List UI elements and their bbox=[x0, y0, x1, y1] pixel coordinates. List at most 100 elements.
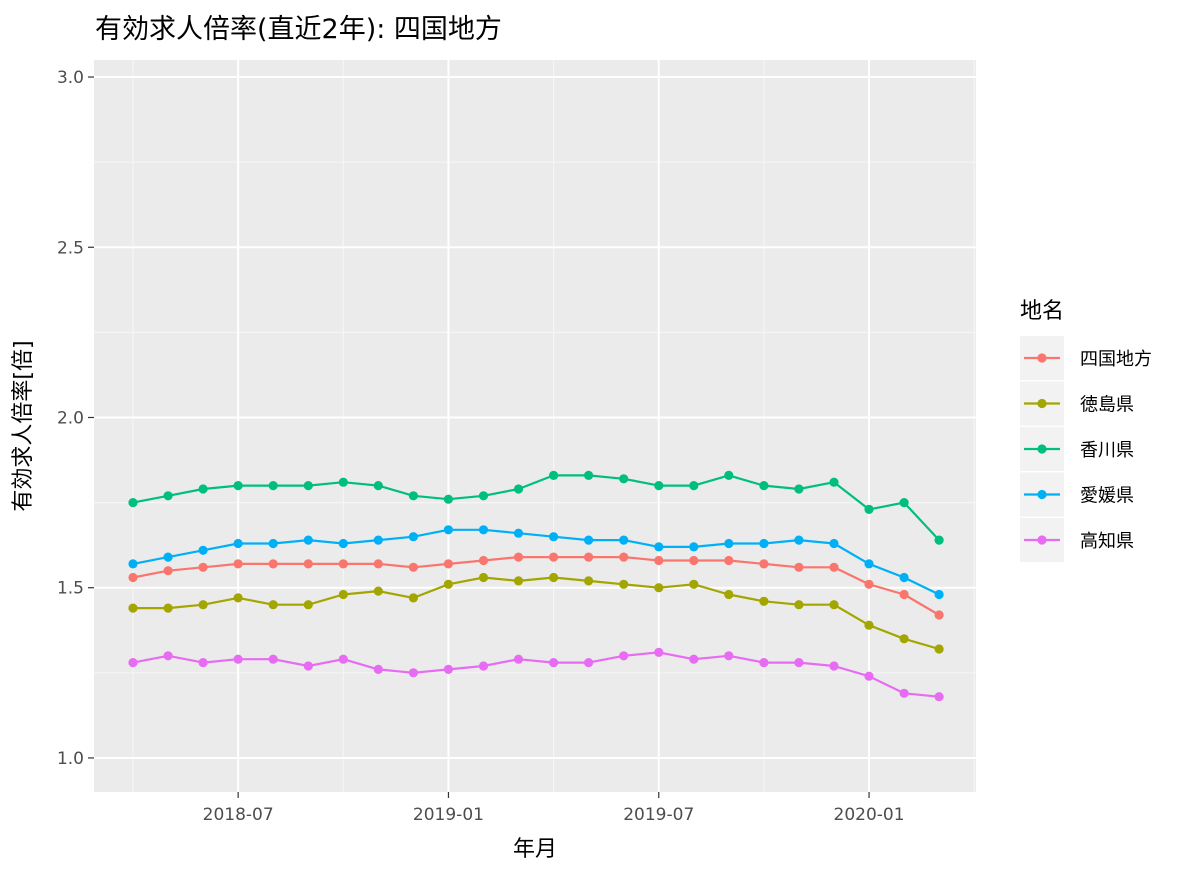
data-point bbox=[408, 668, 418, 678]
data-point bbox=[443, 525, 453, 535]
data-point bbox=[338, 477, 348, 487]
series-3 bbox=[128, 470, 944, 545]
y-axis-title: 有効求人倍率[倍] bbox=[11, 340, 36, 511]
data-point bbox=[899, 589, 909, 600]
data-point bbox=[373, 535, 383, 545]
data-point bbox=[654, 542, 664, 552]
data-point bbox=[163, 566, 173, 576]
data-point bbox=[163, 651, 173, 661]
data-point bbox=[513, 552, 524, 562]
data-point bbox=[794, 600, 804, 610]
data-point bbox=[759, 481, 769, 491]
data-point bbox=[829, 661, 839, 671]
data-point bbox=[899, 688, 909, 698]
minor-y-gridlines bbox=[94, 161, 976, 674]
data-point bbox=[338, 589, 348, 600]
data-point bbox=[934, 692, 944, 702]
data-point bbox=[549, 532, 559, 542]
data-point bbox=[128, 572, 138, 583]
series-layer bbox=[128, 470, 944, 702]
series-2 bbox=[128, 572, 944, 654]
plot-panel bbox=[94, 60, 976, 792]
legend-item: 徳島県 bbox=[1020, 381, 1134, 426]
data-point bbox=[338, 559, 348, 569]
data-point bbox=[619, 552, 629, 562]
legend-label: 徳島県 bbox=[1080, 395, 1134, 416]
data-point bbox=[233, 481, 243, 491]
data-point bbox=[128, 658, 138, 668]
data-point bbox=[899, 634, 909, 644]
series-line bbox=[132, 555, 940, 616]
x-tick-label: 2018-07 bbox=[203, 805, 274, 825]
data-point bbox=[198, 658, 208, 668]
x-tick-label: 2019-07 bbox=[623, 805, 694, 825]
legend-item: 香川県 bbox=[1020, 427, 1134, 471]
data-point bbox=[584, 470, 594, 480]
data-point bbox=[198, 484, 208, 494]
data-point bbox=[268, 559, 278, 569]
data-point bbox=[619, 535, 629, 545]
data-point bbox=[689, 481, 699, 491]
data-point bbox=[163, 552, 173, 562]
data-point bbox=[128, 603, 138, 613]
major-y-gridlines bbox=[94, 76, 976, 759]
legend-key-point bbox=[1037, 535, 1047, 545]
data-point bbox=[689, 654, 699, 664]
series-line bbox=[132, 651, 940, 698]
data-point bbox=[373, 586, 383, 596]
data-point bbox=[619, 474, 629, 484]
y-tick-label: 2.0 bbox=[57, 408, 84, 428]
data-point bbox=[373, 664, 383, 675]
legend-label: 香川県 bbox=[1080, 440, 1134, 461]
data-point bbox=[759, 658, 769, 668]
data-point bbox=[724, 470, 734, 480]
data-point bbox=[198, 562, 208, 572]
data-point bbox=[759, 559, 769, 569]
x-tick-label: 2019-01 bbox=[413, 805, 484, 825]
data-point bbox=[584, 658, 594, 668]
data-point bbox=[268, 538, 278, 549]
data-point bbox=[408, 562, 418, 572]
legend-key-point bbox=[1037, 444, 1047, 454]
data-point bbox=[513, 528, 524, 538]
data-point bbox=[443, 494, 453, 504]
legend-label: 四国地方 bbox=[1080, 349, 1152, 370]
series-5 bbox=[128, 647, 944, 702]
legend-item: 愛媛県 bbox=[1020, 472, 1134, 517]
data-point bbox=[724, 538, 734, 549]
legend-label: 愛媛県 bbox=[1080, 486, 1134, 507]
series-line bbox=[132, 528, 940, 596]
data-point bbox=[163, 491, 173, 501]
data-point bbox=[233, 559, 243, 569]
data-point bbox=[724, 651, 734, 661]
data-point bbox=[549, 658, 559, 668]
data-point bbox=[724, 589, 734, 600]
data-point bbox=[689, 579, 699, 589]
y-tick-label: 1.5 bbox=[57, 579, 84, 599]
data-point bbox=[268, 481, 278, 491]
x-axis-ticks: 2018-07 2019-01 2019-07 2020-01 bbox=[203, 792, 905, 825]
legend-item: 四国地方 bbox=[1020, 336, 1152, 380]
data-point bbox=[794, 484, 804, 494]
data-point bbox=[619, 651, 629, 661]
data-point bbox=[233, 538, 243, 549]
data-point bbox=[549, 572, 559, 583]
data-point bbox=[408, 593, 418, 603]
data-point bbox=[794, 658, 804, 668]
data-point bbox=[268, 654, 278, 664]
data-point bbox=[724, 555, 734, 566]
y-tick-label: 3.0 bbox=[57, 68, 84, 88]
data-point bbox=[163, 603, 173, 613]
series-line bbox=[133, 576, 940, 651]
x-tick-label: 2020-01 bbox=[834, 805, 905, 825]
data-point bbox=[584, 576, 594, 586]
series-line bbox=[132, 474, 940, 541]
data-point bbox=[549, 552, 559, 562]
data-point bbox=[373, 481, 383, 491]
data-point bbox=[478, 491, 489, 501]
y-tick-label: 2.5 bbox=[57, 238, 84, 258]
data-point bbox=[443, 579, 453, 589]
data-point bbox=[619, 579, 629, 589]
data-point bbox=[934, 589, 944, 600]
